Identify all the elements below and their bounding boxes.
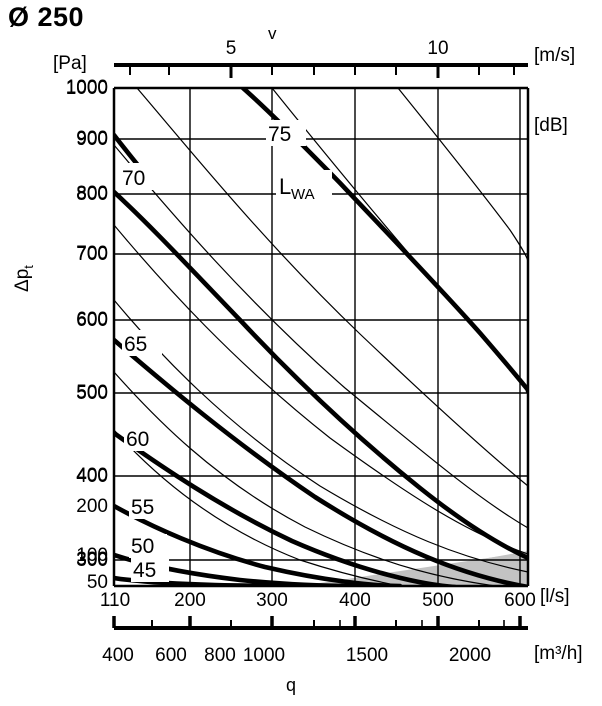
q-m3h-tick-600: 600 xyxy=(155,645,187,666)
y-label-300: 300 xyxy=(76,550,108,571)
contour-label-70: 70 xyxy=(122,167,145,190)
q-m3h-tick-1000: 1000 xyxy=(242,645,286,666)
y-label-900: 900 xyxy=(76,129,108,150)
y-axis-tick-labels: 1000 900 800 700 600 500 400 300 xyxy=(30,0,108,706)
label-bg-65 xyxy=(122,330,162,356)
contour-label-75: 75 xyxy=(268,123,291,146)
q-tick-500: 500 xyxy=(422,590,454,611)
label-bg-75 xyxy=(266,120,306,146)
q-m3h-tick-2000: 2000 xyxy=(448,645,492,666)
y-label-600: 600 xyxy=(76,310,108,331)
label-bg-70 xyxy=(120,163,160,190)
label-bg-50 xyxy=(129,534,167,558)
unit-label-cubic-meters-per-hour: [m³/h] xyxy=(534,643,583,664)
y-label-100: 100 xyxy=(76,545,108,566)
q-m3h-tick-800: 800 xyxy=(204,645,236,666)
q-tick-110: 110 xyxy=(99,590,131,611)
v-tick-5: 5 xyxy=(225,38,237,59)
contour-label-60: 60 xyxy=(126,428,149,451)
y-label-800: 800 xyxy=(76,184,108,205)
q-tick-600: 600 xyxy=(504,590,536,611)
q-tick-300: 300 xyxy=(256,590,288,611)
q-m3h-tick-1500: 1500 xyxy=(345,645,389,666)
axis-symbol-velocity: v xyxy=(268,24,277,43)
plot-grid xyxy=(112,86,530,588)
y-tick-700: 700 xyxy=(76,243,108,264)
sound-power-contours xyxy=(114,88,528,586)
y-label-1000: 1000 xyxy=(65,78,108,99)
contour-label-50: 50 xyxy=(131,535,154,558)
y-label-200: 200 xyxy=(76,496,108,517)
y-tick-400: 400 xyxy=(76,465,108,486)
lwa-subscript-text: WA xyxy=(291,186,315,203)
contour-label-65: 65 xyxy=(124,333,147,356)
lwa-annotation: L WA xyxy=(276,170,332,203)
label-bg-45 xyxy=(131,558,169,582)
contour-label-55: 55 xyxy=(131,496,154,519)
bottom-flow-axis-ls xyxy=(112,616,528,630)
page-title: Ø 250 xyxy=(8,2,85,32)
unit-label-pascal: [Pa] xyxy=(53,53,87,74)
major-contour-lines xyxy=(114,88,528,586)
y-tick-800: 800 xyxy=(76,183,108,204)
contour-label-45: 45 xyxy=(133,559,156,582)
q-m3h-tick-400: 400 xyxy=(102,645,134,666)
q-tick-200: 200 xyxy=(174,590,206,611)
y-label-500: 500 xyxy=(76,383,108,404)
unit-label-meters-per-second: [m/s] xyxy=(534,45,576,66)
y-label-50: 50 xyxy=(86,572,108,593)
y-label-700: 700 xyxy=(76,244,108,265)
label-bg-60 xyxy=(124,425,164,451)
axis-symbol-flow: q xyxy=(286,675,297,695)
y-tick-1000: 1000 xyxy=(65,77,108,98)
y-tick-900: 900 xyxy=(76,128,108,149)
y-tick-300: 300 xyxy=(76,549,108,570)
unit-label-liters-per-second: [l/s] xyxy=(540,586,570,607)
q-tick-400: 400 xyxy=(339,590,371,611)
top-velocity-axis xyxy=(114,63,528,78)
label-bg-55 xyxy=(129,495,167,519)
lwa-main-text: L xyxy=(279,174,291,199)
y-tick-500: 500 xyxy=(76,382,108,403)
v-tick-10: 10 xyxy=(427,38,449,59)
y-tick-600: 600 xyxy=(76,309,108,330)
minor-contour-lines xyxy=(114,88,528,586)
y-label-400: 400 xyxy=(76,466,108,487)
unit-label-decibel: [dB] xyxy=(534,115,568,136)
contour-labels: 75 70 65 60 55 50 45 xyxy=(120,120,306,582)
